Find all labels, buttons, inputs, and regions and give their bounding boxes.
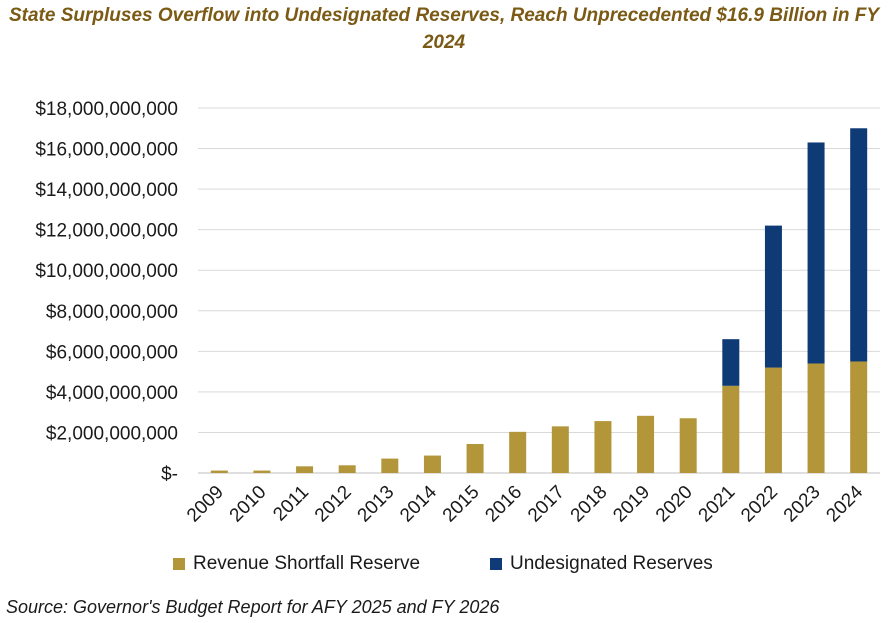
- bar-revenue-shortfall-reserve-2019: [637, 415, 655, 473]
- y-tick-label: $4,000,000,000: [46, 383, 178, 404]
- source-note: Source: Governor's Budget Report for AFY…: [6, 597, 500, 617]
- bar-revenue-shortfall-reserve-2015: [466, 444, 484, 473]
- legend-swatch-revenue-shortfall-reserve: [173, 558, 185, 570]
- y-tick-label: $10,000,000,000: [35, 261, 178, 282]
- chart-title: State Surpluses Overflow into Undesignat…: [8, 5, 880, 53]
- bar-undesignated-reserves-2023: [807, 142, 825, 364]
- x-tick-label: 2024: [822, 481, 867, 526]
- y-tick-label: $-: [161, 464, 178, 485]
- bar-revenue-shortfall-reserve-2024: [850, 361, 868, 473]
- x-tick-label: 2021: [695, 482, 740, 527]
- y-tick-label: $16,000,000,000: [35, 140, 178, 161]
- bar-revenue-shortfall-reserve-2016: [509, 431, 527, 473]
- bar-undesignated-reserves-2024: [850, 128, 868, 362]
- bar-revenue-shortfall-reserve-2011: [296, 466, 314, 473]
- legend-swatch-undesignated-reserves: [490, 558, 502, 570]
- x-tick-label: 2018: [567, 482, 612, 527]
- bar-revenue-shortfall-reserve-2009: [210, 470, 228, 473]
- y-tick-label: $18,000,000,000: [35, 99, 178, 120]
- y-tick-label: $6,000,000,000: [46, 342, 178, 363]
- bar-revenue-shortfall-reserve-2020: [679, 418, 697, 473]
- bar-revenue-shortfall-reserve-2012: [338, 465, 356, 473]
- y-tick-label: $8,000,000,000: [46, 302, 178, 323]
- legend: Revenue Shortfall Reserve Undesignated R…: [0, 553, 888, 577]
- bar-revenue-shortfall-reserve-2017: [551, 426, 569, 473]
- x-tick-label: 2019: [609, 482, 654, 527]
- x-tick-label: 2013: [354, 482, 399, 527]
- y-tick-label: $12,000,000,000: [35, 221, 178, 242]
- x-tick-label: 2011: [269, 482, 313, 526]
- bar-revenue-shortfall-reserve-2010: [253, 470, 271, 473]
- x-tick-label: 2009: [183, 482, 228, 527]
- x-tick-label: 2023: [780, 482, 825, 527]
- bar-revenue-shortfall-reserve-2021: [722, 385, 740, 473]
- x-tick-label: 2014: [396, 481, 441, 526]
- bar-undesignated-reserves-2022: [764, 225, 782, 368]
- x-tick-label: 2017: [524, 482, 569, 527]
- y-tick-label: $2,000,000,000: [46, 423, 178, 444]
- x-tick-label: 2010: [226, 482, 271, 527]
- legend-item-revenue-shortfall-reserve: Revenue Shortfall Reserve: [173, 553, 420, 575]
- bar-undesignated-reserves-2021: [722, 339, 740, 386]
- bar-revenue-shortfall-reserve-2013: [381, 458, 399, 473]
- bar-revenue-shortfall-reserve-2018: [594, 421, 612, 473]
- y-tick-label: $14,000,000,000: [35, 180, 178, 201]
- bar-revenue-shortfall-reserve-2022: [764, 367, 782, 473]
- x-tick-label: 2022: [737, 482, 782, 527]
- bar-revenue-shortfall-reserve-2014: [423, 455, 441, 473]
- legend-label-revenue-shortfall-reserve: Revenue Shortfall Reserve: [193, 553, 421, 574]
- x-tick-label: 2012: [311, 482, 356, 527]
- x-tick-label: 2020: [652, 482, 697, 527]
- legend-item-undesignated-reserves: Undesignated Reserves: [490, 553, 713, 575]
- bar-revenue-shortfall-reserve-2023: [807, 363, 825, 473]
- legend-label-undesignated-reserves: Undesignated Reserves: [510, 553, 713, 574]
- x-tick-label: 2016: [481, 482, 526, 527]
- x-tick-label: 2015: [439, 482, 484, 527]
